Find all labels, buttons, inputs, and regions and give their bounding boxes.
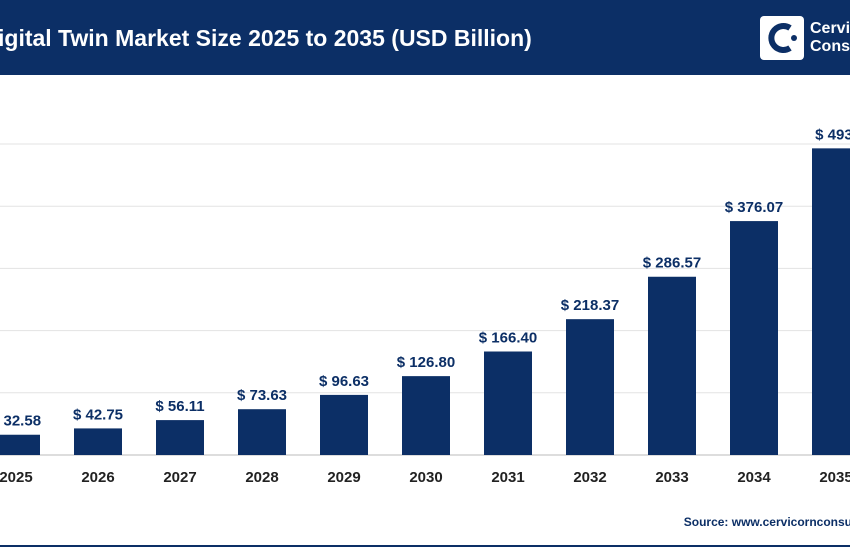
bar (74, 428, 122, 455)
x-tick-label: 2028 (245, 469, 278, 486)
value-label: $ 218.37 (561, 297, 619, 314)
logo-text: Consu (810, 38, 850, 55)
logo-text: Cervi (810, 20, 850, 37)
header-band (0, 0, 850, 75)
chart-title: igital Twin Market Size 2025 to 2035 (US… (0, 25, 532, 51)
x-tick-label: 2027 (163, 469, 196, 486)
value-label: $ 56.11 (155, 398, 204, 415)
x-tick-label: 2029 (327, 469, 360, 486)
bar (812, 148, 850, 455)
logo-icon (768, 23, 792, 53)
bar (648, 276, 696, 455)
x-tick-label: 2026 (81, 469, 114, 486)
x-tick-label: 2030 (409, 469, 442, 486)
value-label: $ 42.75 (73, 406, 123, 423)
value-label: $ 73.63 (237, 387, 287, 404)
value-label: $ 493. (815, 126, 850, 143)
x-tick-label: 2031 (491, 469, 524, 486)
bar (320, 394, 368, 455)
x-tick-label: 2032 (573, 469, 606, 486)
bar (484, 351, 532, 455)
value-label: $ 96.63 (319, 373, 369, 390)
value-label: $ 376.07 (725, 199, 783, 216)
source: Source: www.cervicornconsultin (684, 515, 850, 529)
bar (566, 319, 614, 455)
bar (730, 221, 778, 455)
value-label: $ 32.58 (0, 413, 41, 430)
bar (238, 409, 286, 455)
bar (402, 376, 450, 455)
x-tick-label: 2035 (819, 469, 850, 486)
bar (156, 420, 204, 455)
value-label: $ 286.57 (643, 255, 701, 272)
value-label: $ 126.80 (397, 354, 455, 371)
bar (0, 434, 40, 455)
x-tick-label: 2034 (737, 469, 771, 486)
x-tick-label: 2033 (655, 469, 688, 486)
x-tick-label: 2025 (0, 469, 33, 486)
logo-box (760, 16, 804, 60)
logo-dot (791, 35, 797, 41)
value-label: $ 166.40 (479, 329, 537, 346)
